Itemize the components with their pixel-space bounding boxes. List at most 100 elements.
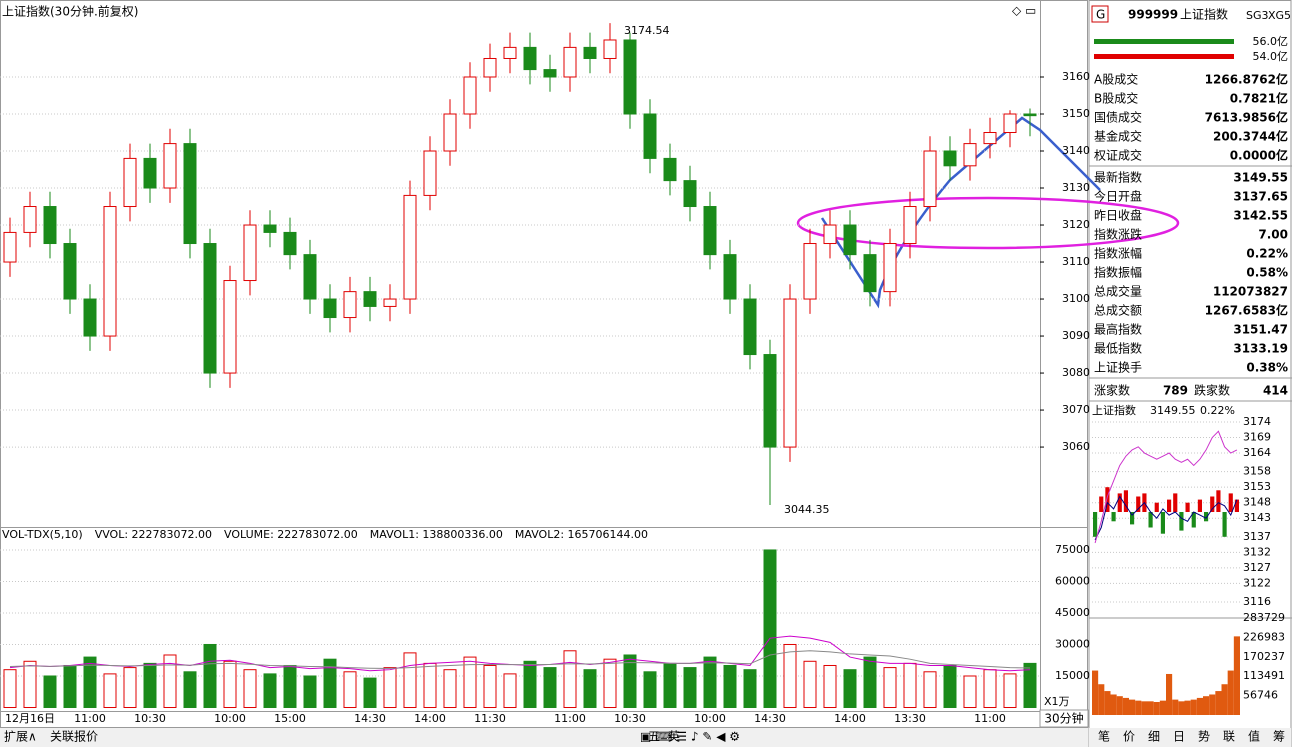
candle-body	[23, 206, 37, 233]
row-label: 权证成交	[1094, 148, 1142, 163]
volume-bar	[623, 654, 637, 709]
breadth: 789	[1163, 384, 1188, 398]
volume-bar	[803, 660, 817, 709]
mini-volume	[1147, 701, 1154, 715]
breadth: 414	[1263, 384, 1288, 398]
row-value: 3149.55	[1233, 171, 1288, 185]
y-tick-label: 15000	[1055, 669, 1090, 682]
candle-body	[283, 231, 297, 256]
bottom-tab[interactable]: 扩展∧	[4, 730, 37, 744]
row-value: 112073827	[1213, 285, 1288, 299]
side-tab[interactable]: 值	[1248, 729, 1260, 744]
x-tick-label: 15:00	[274, 712, 306, 725]
tag: SG3	[1246, 9, 1269, 22]
row-label: 昨日收盘	[1094, 208, 1142, 223]
volume-bar	[1003, 673, 1017, 708]
side-tab[interactable]: 价	[1123, 730, 1135, 744]
x-tick-label: 11:00	[554, 712, 586, 725]
volume-bar	[643, 671, 657, 708]
side-tab[interactable]: 势	[1198, 730, 1210, 744]
mini-volume	[1166, 673, 1173, 715]
chart-title: 上证指数(30分钟.前复权)	[2, 4, 138, 19]
y-tick-label: 3160	[1062, 70, 1090, 83]
volume-bar	[123, 667, 137, 708]
volume-bar	[603, 658, 617, 709]
row-label: 今日开盘	[1094, 189, 1142, 204]
y-tick-label: 3164	[1243, 446, 1271, 459]
candle-body	[863, 254, 877, 293]
candle-body	[343, 291, 357, 319]
breadth-bar	[1154, 502, 1159, 512]
x-tick-label: 10:00	[214, 712, 246, 725]
mini-title: 上证指数	[1092, 403, 1136, 417]
mini-volume	[1233, 636, 1240, 715]
side-tab[interactable]: 日	[1173, 730, 1185, 744]
candle-body	[583, 46, 597, 59]
side-tab[interactable]: 筹	[1273, 730, 1285, 744]
row-label: 指数涨幅	[1094, 246, 1142, 261]
breadth-bar	[1148, 512, 1153, 528]
mini-volume	[1196, 697, 1203, 715]
row-value: 0.0000亿	[1230, 148, 1288, 163]
breadth-bar	[1105, 487, 1110, 512]
mini-volume	[1184, 700, 1191, 715]
volume-bar	[323, 658, 337, 709]
candle-body	[783, 298, 797, 448]
candle-body	[223, 280, 237, 374]
volume-bar	[23, 660, 37, 709]
volume-bar	[503, 673, 517, 708]
name: 上证指数	[1180, 7, 1228, 22]
volume-bar	[203, 643, 217, 708]
candle-body	[703, 206, 717, 256]
toolbar-button[interactable]: 五	[648, 730, 660, 744]
volume-bar	[63, 664, 77, 708]
mini-volume	[1141, 701, 1148, 715]
volume-bar	[263, 673, 277, 708]
side-tab[interactable]: 联	[1223, 730, 1235, 744]
mini-volume	[1215, 691, 1222, 715]
x-tick-label: 11:00	[974, 712, 1006, 725]
volume-bar	[483, 664, 497, 708]
candle-body	[663, 157, 677, 182]
side-tab[interactable]: 细	[1148, 730, 1160, 744]
candle-body	[303, 254, 317, 300]
badge-box	[1091, 5, 1109, 23]
y-tick-label: 3140	[1062, 144, 1090, 157]
badge: G	[1096, 8, 1105, 22]
breadth-bar	[1216, 490, 1221, 512]
candle-body	[983, 132, 997, 145]
candle-body	[563, 46, 577, 78]
mini-volume	[1172, 699, 1179, 715]
side-tab[interactable]: 笔	[1098, 729, 1110, 744]
mini-line	[1094, 495, 1238, 541]
volume-bar	[463, 656, 477, 709]
candle-body	[443, 113, 457, 152]
toolbar-button[interactable]: 英	[668, 730, 680, 744]
volume-bar	[763, 549, 777, 708]
candle-body	[43, 206, 57, 245]
y-tick-label: 3150	[1062, 107, 1090, 120]
icon: ◇ ▭	[1012, 4, 1036, 18]
bottom-tab[interactable]: 关联报价	[50, 729, 98, 744]
candle-body	[3, 231, 17, 263]
chart-frame	[0, 0, 1088, 728]
mini-volume	[1104, 691, 1111, 715]
v-tick-label: 113491	[1243, 669, 1285, 682]
mini-line	[1094, 430, 1238, 544]
row-value: 1266.8762亿	[1205, 72, 1288, 87]
x-tick-label: 13:30	[894, 712, 926, 725]
breadth: 跌家数	[1194, 383, 1230, 398]
volume-bar	[843, 669, 857, 708]
volume-bar	[283, 664, 297, 708]
volume-bar	[403, 652, 417, 709]
mini-volume	[1153, 702, 1160, 715]
candle-body	[883, 243, 897, 293]
volume-bar	[383, 667, 397, 708]
candle-body	[643, 113, 657, 159]
mini-volume	[1116, 696, 1123, 715]
row-value: 3137.65	[1233, 190, 1288, 204]
candle-body	[263, 224, 277, 233]
row-value: 0.22%	[1246, 247, 1288, 261]
min-label: 3044.35	[784, 503, 830, 516]
row-value: 3142.55	[1233, 209, 1288, 223]
